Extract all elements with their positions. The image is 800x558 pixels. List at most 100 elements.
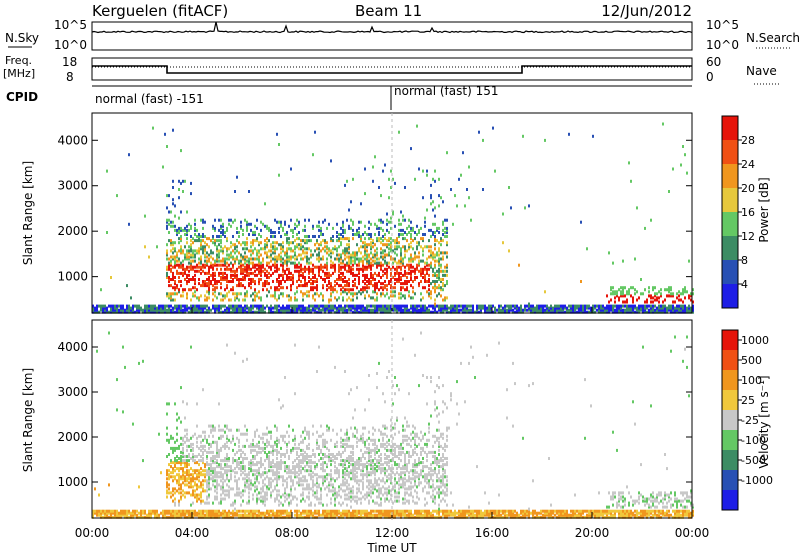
heatmap-cell [246,429,248,432]
heatmap-cell [306,445,308,448]
heatmap-cell [542,305,544,308]
heatmap-cell [430,235,432,238]
heatmap-cell [322,247,324,250]
heatmap-cell [194,260,196,263]
heatmap-cell [284,221,286,224]
heatmap-cell [214,227,216,230]
heatmap-cell [488,305,490,308]
heatmap-cell [250,278,252,281]
heatmap-cell [106,231,108,234]
heatmap-cell [338,284,340,287]
heatmap-cell [468,305,470,308]
heatmap-cell [172,467,174,470]
heatmap-cell [236,491,238,494]
heatmap-cell [404,280,406,283]
heatmap-cell [440,258,442,261]
heatmap-cell [666,288,668,291]
heatmap-cell [174,225,176,228]
heatmap-cell [192,453,194,456]
heatmap-cell [412,239,414,242]
heatmap-cell [444,219,446,222]
heatmap-cell [130,307,132,310]
heatmap-cell [262,305,264,308]
heatmap-cell [284,280,286,283]
heatmap-cell [316,292,318,295]
heatmap-cell [258,498,260,501]
heatmap-cell [176,264,178,267]
heatmap-cell [404,270,406,273]
heatmap-cell [468,309,470,312]
heatmap-cell [372,264,374,267]
heatmap-cell [446,296,448,299]
heatmap-cell [186,280,188,283]
heatmap-cell [306,479,308,482]
heatmap-cell [206,309,208,312]
heatmap-cell [262,264,264,267]
heatmap-cell [308,276,310,279]
heatmap-cell [226,262,228,265]
heatmap-cell [234,243,236,246]
heatmap-cell [218,249,220,252]
heatmap-cell [166,469,168,472]
heatmap-cell [658,296,660,299]
heatmap-cell [384,254,386,257]
heatmap-cell [176,489,178,492]
heatmap-cell [368,286,370,289]
heatmap-cell [304,465,306,468]
heatmap-cell [170,465,172,468]
heatmap-cell [436,274,438,277]
heatmap-cell [188,249,190,252]
heatmap-cell [378,280,380,283]
heatmap-cell [260,512,262,515]
heatmap-cell [302,439,304,442]
heatmap-cell [268,431,270,434]
heatmap-cell [270,445,272,448]
heatmap-cell [350,305,352,308]
heatmap-cell [196,473,198,476]
heatmap-cell [366,290,368,293]
heatmap-cell [434,299,436,302]
heatmap-cell [184,429,186,432]
heatmap-cell [166,413,168,416]
heatmap-cell [306,469,308,472]
heatmap-cell [446,227,448,230]
heatmap-cell [374,305,376,308]
heatmap-cell [644,288,646,291]
heatmap-cell [460,309,462,312]
heatmap-cell [182,443,184,446]
heatmap-cell [206,496,208,499]
heatmap-cell [376,292,378,295]
heatmap-cell [446,280,448,283]
heatmap-cell [362,260,364,263]
heatmap-cell [174,487,176,490]
heatmap-cell [438,254,440,257]
heatmap-cell [294,392,296,395]
heatmap-cell [300,494,302,497]
heatmap-cell [412,296,414,299]
heatmap-cell [220,231,222,234]
heatmap-cell [618,288,620,291]
heatmap-cell [238,445,240,448]
colorbar-tick-label: 12 [741,230,755,243]
heatmap-cell [634,305,636,308]
heatmap-cell [438,241,440,244]
heatmap-cell [204,241,206,244]
heatmap-cell [432,280,434,283]
heatmap-cell [240,254,242,257]
heatmap-cell [258,233,260,236]
heatmap-cell [300,239,302,242]
heatmap-cell [284,376,286,379]
heatmap-cell [156,510,158,513]
heatmap-cell [232,487,234,490]
heatmap-cell [394,305,396,308]
heatmap-cell [224,457,226,460]
heatmap-cell [192,276,194,279]
heatmap-cell [402,233,404,236]
heatmap-cell [166,439,168,442]
heatmap-cell [182,190,184,193]
heatmap-cell [424,305,426,308]
heatmap-cell [390,284,392,287]
heatmap-cell [174,447,176,450]
heatmap-cell [306,290,308,293]
